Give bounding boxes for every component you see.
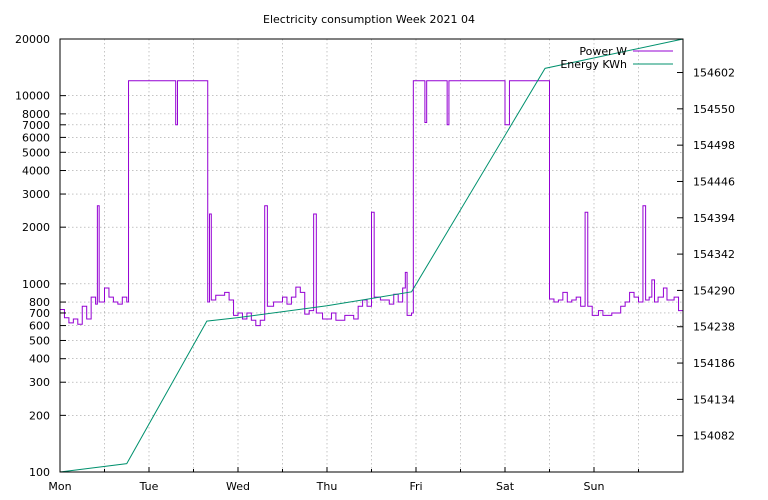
y-left-tick-label: 2000 bbox=[22, 221, 50, 234]
y-left-tick-label: 800 bbox=[29, 296, 50, 309]
x-tick-label: Fri bbox=[409, 480, 422, 493]
y-left-tick-label: 4000 bbox=[22, 165, 50, 178]
axis-ticks: Mon Tue Wed Thu Fri Sat Sun1002003004005006007… bbox=[15, 33, 735, 493]
x-tick-label: Mon bbox=[48, 480, 71, 493]
y-right-tick-label: 154498 bbox=[693, 139, 735, 152]
y-right-tick-label: 154186 bbox=[693, 357, 735, 370]
x-tick-label: Wed bbox=[226, 480, 250, 493]
y-left-tick-label: 8000 bbox=[22, 108, 50, 121]
y-left-tick-label: 1000 bbox=[22, 278, 50, 291]
y-left-tick-label: 5000 bbox=[22, 146, 50, 159]
y-right-tick-label: 154394 bbox=[693, 212, 735, 225]
y-left-tick-label: 200 bbox=[29, 409, 50, 422]
y-right-tick-label: 154446 bbox=[693, 175, 735, 188]
legend-label: Energy KWh bbox=[560, 58, 627, 71]
legend-label: Power W bbox=[579, 45, 627, 58]
y-left-tick-label: 3000 bbox=[22, 188, 50, 201]
y-left-tick-label: 400 bbox=[29, 353, 50, 366]
y-left-tick-label: 500 bbox=[29, 334, 50, 347]
y-left-tick-label: 700 bbox=[29, 307, 50, 320]
series-layer bbox=[59, 38, 684, 473]
chart-title: Electricity consumption Week 2021 04 bbox=[263, 13, 475, 26]
y-right-tick-label: 154082 bbox=[693, 430, 735, 443]
y-right-tick-label: 154602 bbox=[693, 67, 735, 80]
y-left-tick-label: 6000 bbox=[22, 131, 50, 144]
y-right-tick-label: 154134 bbox=[693, 393, 735, 406]
y-left-tick-label: 300 bbox=[29, 376, 50, 389]
y-right-tick-label: 154550 bbox=[693, 103, 735, 116]
x-tick-label: Tue bbox=[139, 480, 159, 493]
y-right-tick-label: 154238 bbox=[693, 321, 735, 334]
y-left-tick-label: 7000 bbox=[22, 119, 50, 132]
series-line-power-w bbox=[60, 80, 684, 327]
y-left-tick-label: 20000 bbox=[15, 33, 50, 46]
series-line-energy-kwh bbox=[59, 38, 684, 473]
y-right-tick-label: 154290 bbox=[693, 284, 735, 297]
x-tick-label: Sun bbox=[584, 480, 605, 493]
y-right-tick-label: 154342 bbox=[693, 248, 735, 261]
y-left-tick-label: 10000 bbox=[15, 90, 50, 103]
x-tick-label: Sat bbox=[496, 480, 515, 493]
y-left-tick-label: 100 bbox=[29, 466, 50, 479]
x-tick-label: Thu bbox=[316, 480, 338, 493]
y-left-tick-label: 600 bbox=[29, 320, 50, 333]
